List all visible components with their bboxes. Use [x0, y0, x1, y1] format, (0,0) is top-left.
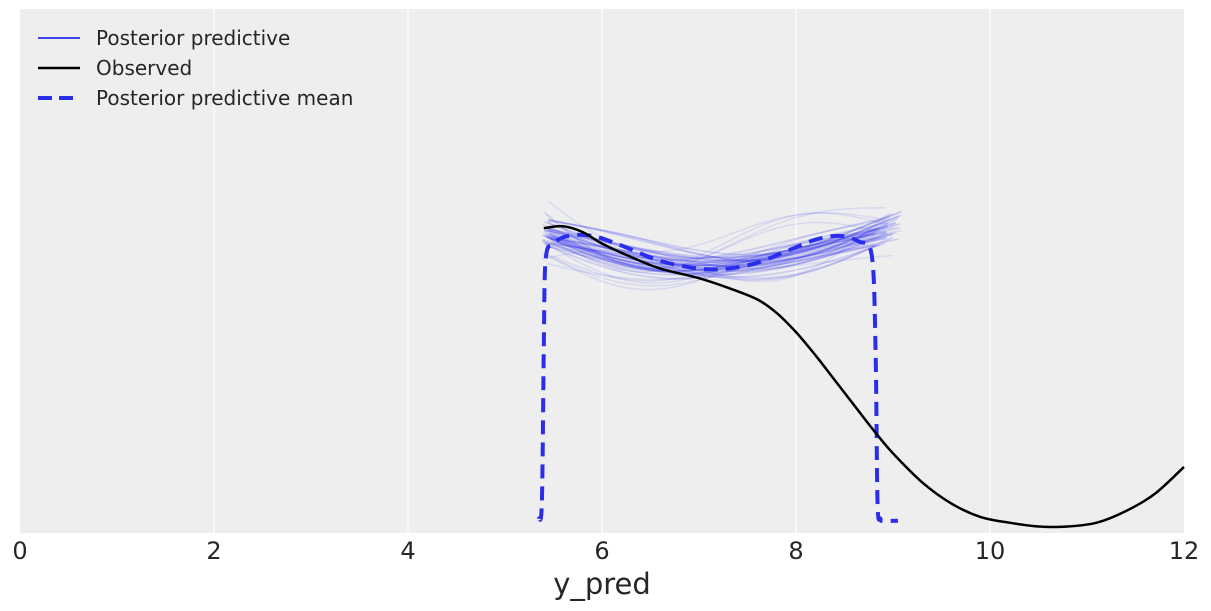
posterior-predictive-sample-line — [541, 222, 896, 267]
posterior-predictive-sample-line — [542, 241, 886, 278]
legend-label-posterior-predictive: Posterior predictive — [96, 26, 290, 50]
posterior-predictive-sample-line — [543, 230, 887, 268]
posterior-predictive-sample-line — [544, 221, 881, 259]
posterior-predictive-samples — [541, 200, 902, 291]
x-tick-label: 4 — [400, 537, 415, 565]
x-tick-label: 2 — [206, 537, 221, 565]
posterior-predictive-sample-line — [544, 206, 886, 273]
legend: Posterior predictive Observed Posterior … — [38, 26, 353, 110]
posterior-predictive-sample-line — [541, 212, 890, 283]
posterior-predictive-sample-line — [544, 212, 888, 269]
x-tick-label: 8 — [788, 537, 803, 565]
posterior-predictive-sample-line — [542, 210, 888, 270]
posterior-predictive-sample-line — [544, 214, 902, 262]
posterior-predictive-sample-line — [549, 232, 878, 267]
x-tick-label: 6 — [594, 537, 609, 565]
posterior-predictive-sample-line — [546, 223, 901, 262]
posterior-predictive-sample-line — [545, 238, 877, 276]
legend-label-observed: Observed — [96, 56, 192, 80]
posterior-predictive-sample-line — [550, 218, 892, 282]
posterior-predictive-sample-line — [548, 236, 888, 284]
posterior-predictive-sample-line — [547, 236, 893, 279]
posterior-predictive-sample-line — [546, 236, 876, 275]
posterior-predictive-sample-line — [541, 229, 902, 287]
posterior-predictive-sample-line — [545, 216, 890, 261]
posterior-predictive-sample-line — [547, 218, 888, 262]
x-tick-label: 12 — [1169, 537, 1200, 565]
posterior-predictive-sample-line — [550, 226, 895, 269]
posterior-predictive-sample-line — [551, 242, 878, 281]
legend-label-posterior-predictive-mean: Posterior predictive mean — [96, 86, 353, 110]
posterior-predictive-sample-line — [550, 234, 894, 273]
posterior-predictive-sample-line — [544, 234, 875, 273]
posterior-predictive-sample-line — [542, 224, 900, 263]
x-axis-label: y_pred — [553, 567, 651, 601]
posterior-predictive-sample-line — [543, 226, 893, 276]
x-tick-label: 10 — [975, 537, 1006, 565]
posterior-predictive-sample-line — [546, 219, 887, 262]
x-axis-ticks: 0 2 4 6 8 10 12 — [12, 537, 1199, 565]
posterior-predictive-sample-line — [549, 226, 879, 268]
posterior-predictive-sample-line — [546, 227, 887, 267]
posterior-predictive-sample-line — [545, 234, 881, 274]
posterior-predictive-sample-line — [548, 232, 893, 271]
observed-line — [543, 224, 1185, 529]
x-gridlines — [213, 9, 991, 533]
posterior-predictive-mean-line — [536, 232, 898, 523]
posterior-predictive-sample-line — [548, 229, 897, 267]
x-tick-label: 0 — [12, 537, 27, 565]
posterior-predictive-sample-line — [548, 215, 900, 264]
posterior-predictive-sample-line — [548, 232, 899, 272]
posterior-predictive-sample-line — [544, 243, 875, 280]
posterior-predictive-sample-line — [547, 217, 899, 263]
posterior-predictive-sample-line — [551, 235, 887, 272]
